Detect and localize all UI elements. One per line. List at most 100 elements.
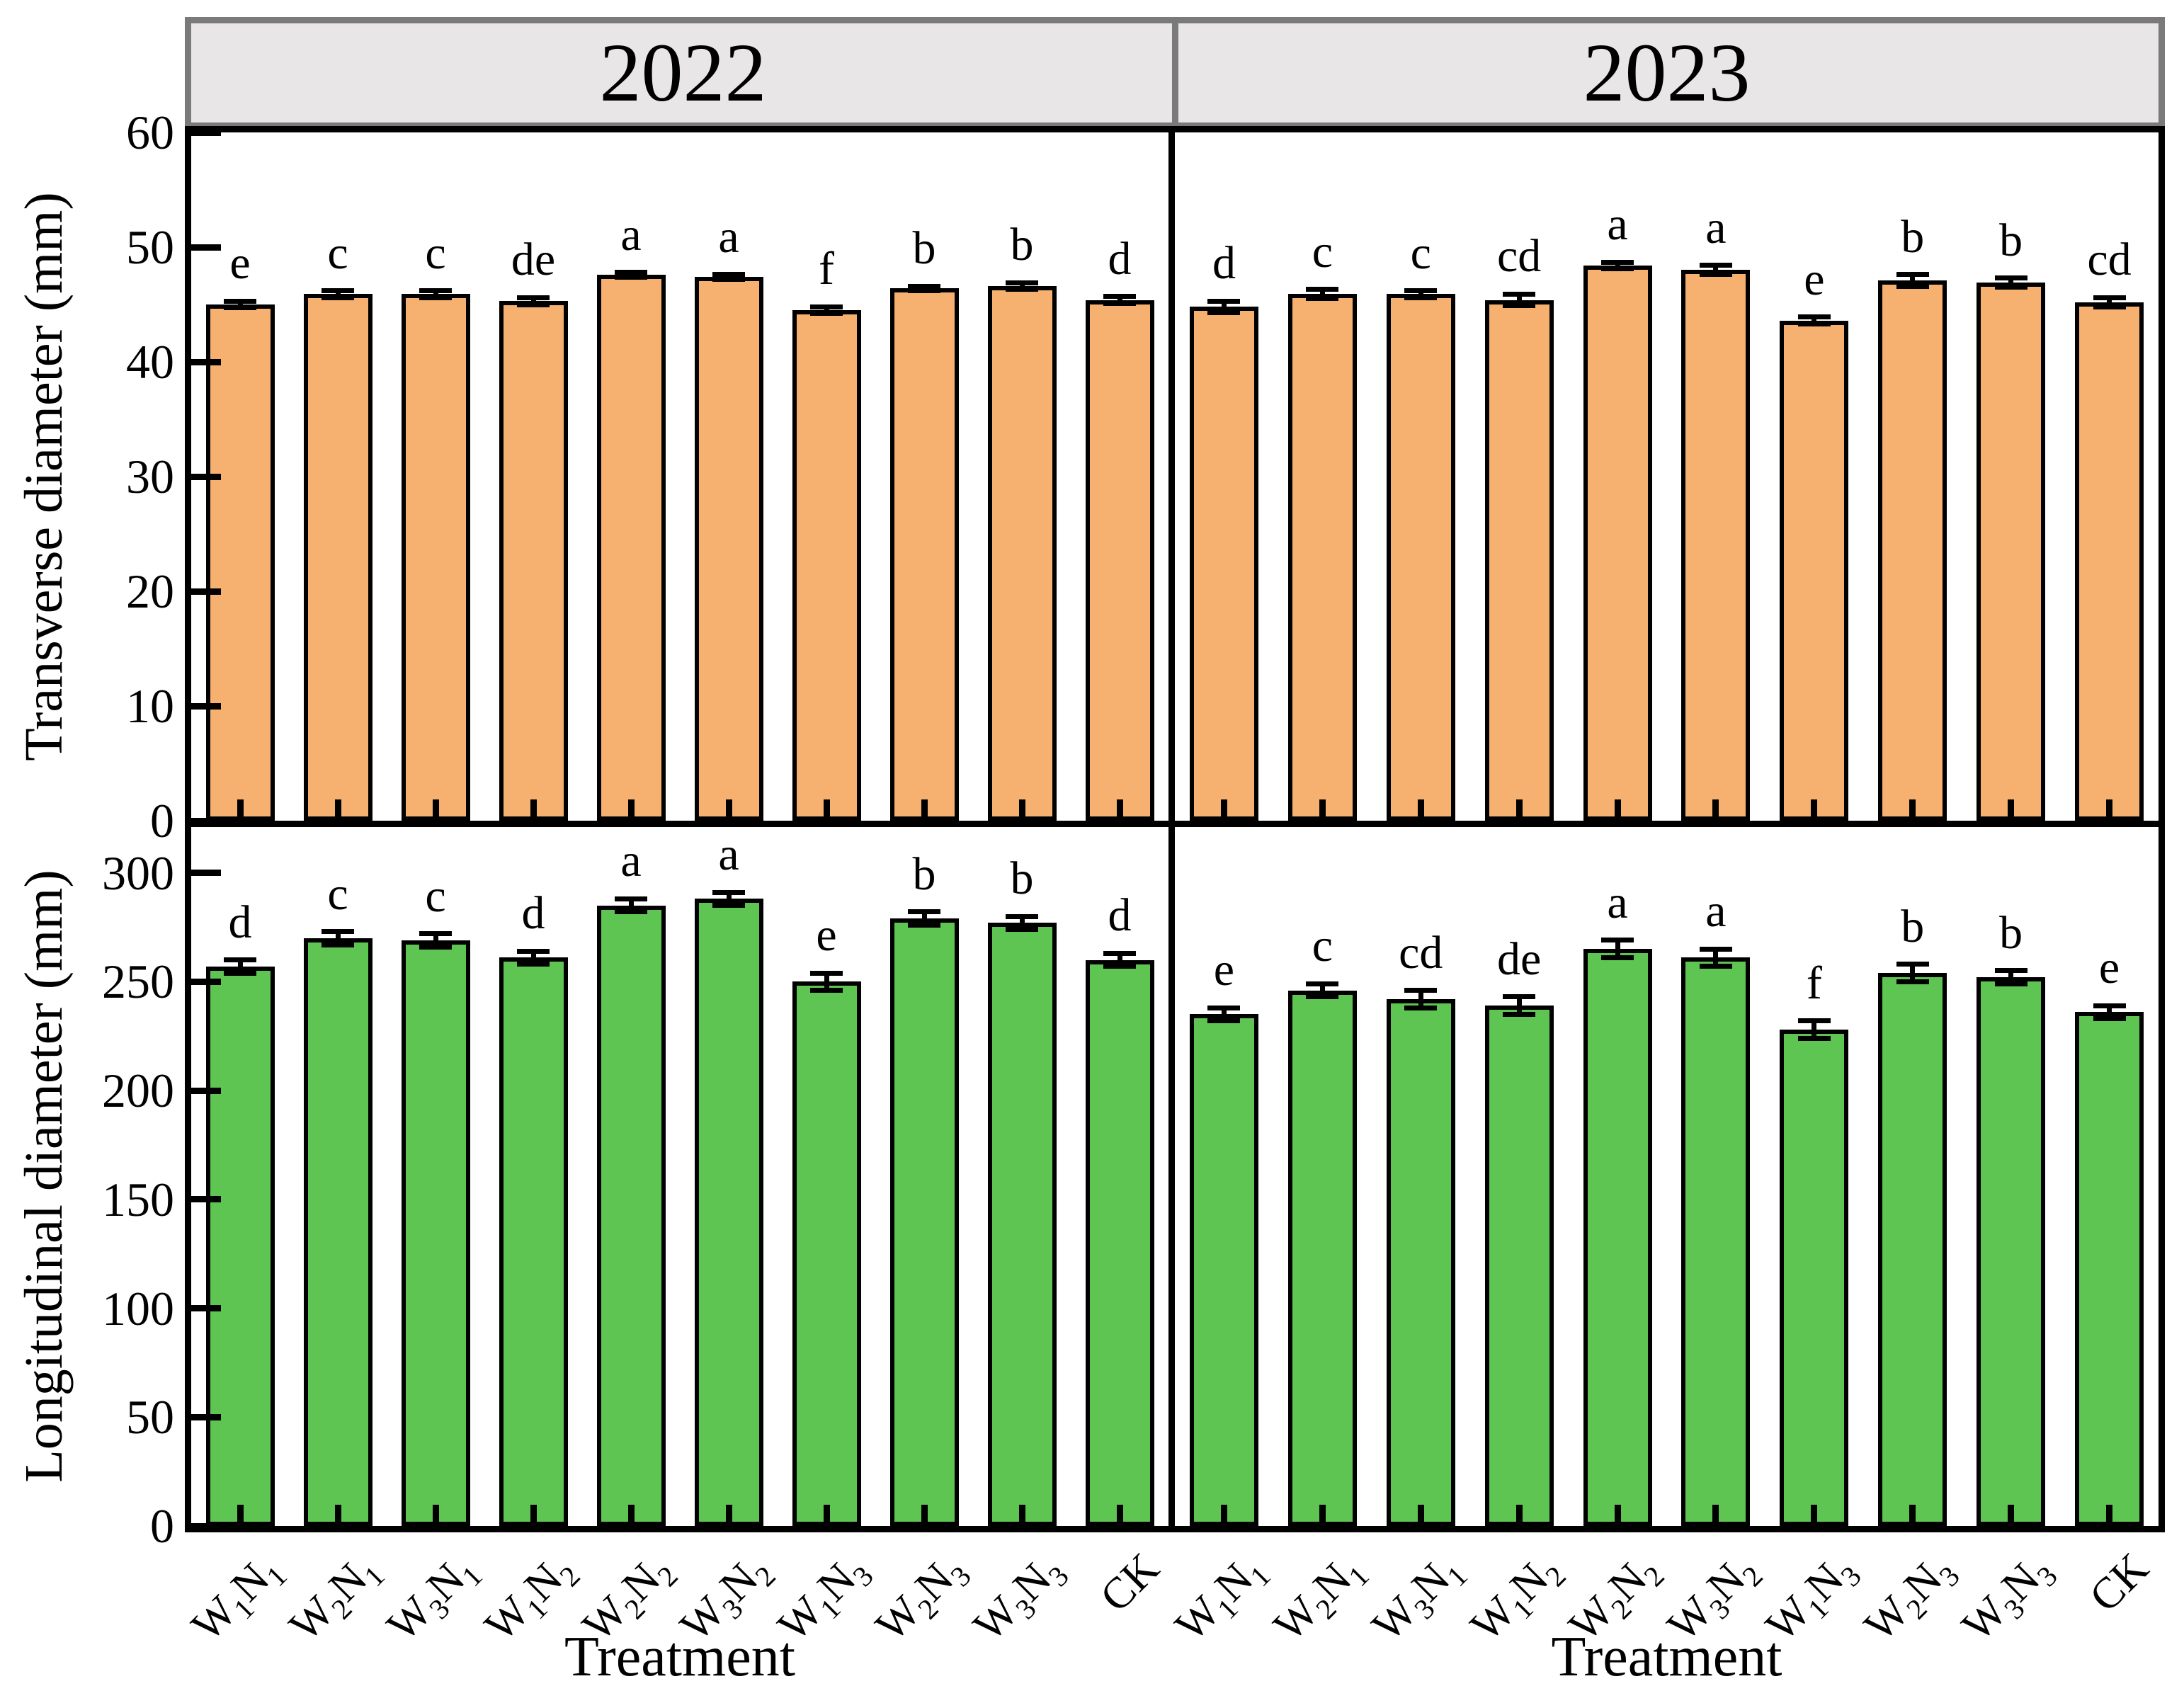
error-bar-line	[1221, 301, 1227, 313]
y-tick-label: 20	[126, 564, 174, 618]
error-bar-cap-top	[908, 283, 940, 289]
bar	[1681, 957, 1751, 1526]
y-tick	[191, 1196, 221, 1203]
error-bar-cap-bottom	[419, 295, 452, 300]
x-tick	[1909, 1505, 1916, 1526]
y-tick	[191, 244, 221, 251]
bar	[1484, 300, 1554, 821]
y-tick	[191, 870, 221, 877]
bar	[1681, 270, 1751, 821]
error-bar-cap-top	[419, 931, 452, 937]
panel-divider-vertical	[1168, 132, 1175, 1526]
x-tick	[823, 1505, 830, 1526]
x-tick	[1417, 1505, 1424, 1526]
error-bar-cap-bottom	[1896, 283, 1929, 289]
y-tick-label: 60	[126, 106, 174, 159]
error-bar-line	[1516, 294, 1522, 306]
significance-letter: a	[718, 210, 739, 263]
error-bar-line	[530, 951, 536, 964]
error-bar-cap-bottom	[712, 903, 745, 909]
error-bar-cap-bottom	[322, 942, 354, 947]
y-tick-label: 0	[150, 794, 174, 848]
significance-letter: cd	[1399, 926, 1443, 979]
significance-letter: e	[1804, 253, 1825, 305]
y-tick-label: 200	[102, 1064, 174, 1118]
error-bar-cap-top	[1103, 294, 1136, 300]
error-bar-cap-top	[1207, 298, 1241, 304]
error-bar-cap-top	[1994, 968, 2027, 974]
error-bar-cap-bottom	[1797, 1035, 1831, 1041]
significance-letter: a	[1705, 201, 1727, 254]
error-bar-cap-bottom	[712, 276, 745, 282]
year-header-divider	[1172, 23, 1178, 123]
year-header-2023: 2023	[1583, 26, 1751, 119]
bar	[596, 274, 666, 821]
bar	[694, 899, 763, 1526]
x-tick	[1319, 1505, 1326, 1526]
error-bar-line	[1221, 1008, 1227, 1021]
error-bar-cap-top	[712, 889, 745, 895]
significance-letter: e	[229, 237, 251, 290]
x-tick	[1220, 799, 1227, 821]
error-bar-cap-bottom	[419, 944, 452, 950]
error-bar-cap-bottom	[1601, 266, 1634, 272]
significance-letter: d	[228, 896, 252, 948]
error-bar-cap-bottom	[615, 274, 647, 280]
error-bar-cap-top	[1601, 259, 1634, 265]
y-tick-label: 10	[126, 679, 174, 733]
bar	[1977, 977, 2046, 1526]
x-tick	[2008, 1505, 2015, 1526]
y-tick-label: 40	[126, 335, 174, 389]
error-bar-line	[530, 297, 536, 304]
significance-letter: c	[425, 870, 446, 922]
x-tick	[1515, 1505, 1523, 1526]
significance-letter: f	[819, 243, 834, 295]
x-tick	[725, 1505, 732, 1526]
y-tick	[191, 978, 221, 985]
error-bar-line	[1812, 317, 1817, 324]
significance-letter: b	[1999, 906, 2023, 959]
error-bar-line	[1019, 283, 1025, 290]
bar	[1878, 973, 1947, 1526]
error-bar-cap-top	[810, 304, 843, 309]
bar	[303, 938, 372, 1526]
x-category-label: CK	[1091, 1544, 1168, 1622]
significance-letter: b	[1901, 210, 1925, 263]
significance-letter: d	[521, 887, 545, 940]
error-bar-cap-bottom	[810, 311, 843, 317]
error-bar-cap-top	[2093, 295, 2126, 300]
error-bar-line	[1418, 290, 1423, 298]
error-bar-line	[237, 301, 243, 308]
error-bar-cap-top	[517, 295, 550, 300]
bar	[2075, 1012, 2144, 1526]
x-tick	[1116, 799, 1123, 821]
significance-letter: e	[816, 909, 837, 961]
error-bar-cap-top	[712, 272, 745, 278]
x-tick	[725, 799, 732, 821]
error-bar-cap-bottom	[1601, 955, 1634, 960]
y-tick	[191, 1087, 221, 1094]
significance-letter: e	[2098, 942, 2120, 994]
error-bar-cap-bottom	[1994, 285, 2027, 290]
error-bar-cap-bottom	[1404, 1005, 1438, 1010]
error-bar-line	[1615, 262, 1620, 269]
x-tick	[530, 799, 537, 821]
significance-letter: c	[1312, 225, 1333, 278]
bar	[1189, 1014, 1258, 1526]
error-bar-cap-bottom	[1896, 979, 1929, 984]
year-header-2022: 2022	[599, 26, 767, 119]
bar	[1189, 307, 1258, 821]
x-tick	[1515, 799, 1523, 821]
error-bar-cap-bottom	[1006, 287, 1038, 292]
x-tick	[334, 1505, 341, 1526]
error-bar-line	[1117, 953, 1122, 967]
error-bar-cap-bottom	[224, 305, 256, 311]
error-bar-cap-bottom	[1797, 321, 1831, 327]
error-bar-cap-top	[419, 288, 452, 294]
x-axis-title-right: Treatment	[1551, 1626, 1782, 1688]
significance-letter: d	[1108, 889, 1132, 942]
x-tick	[530, 1505, 537, 1526]
y-tick	[191, 358, 221, 365]
bar	[1386, 998, 1455, 1526]
